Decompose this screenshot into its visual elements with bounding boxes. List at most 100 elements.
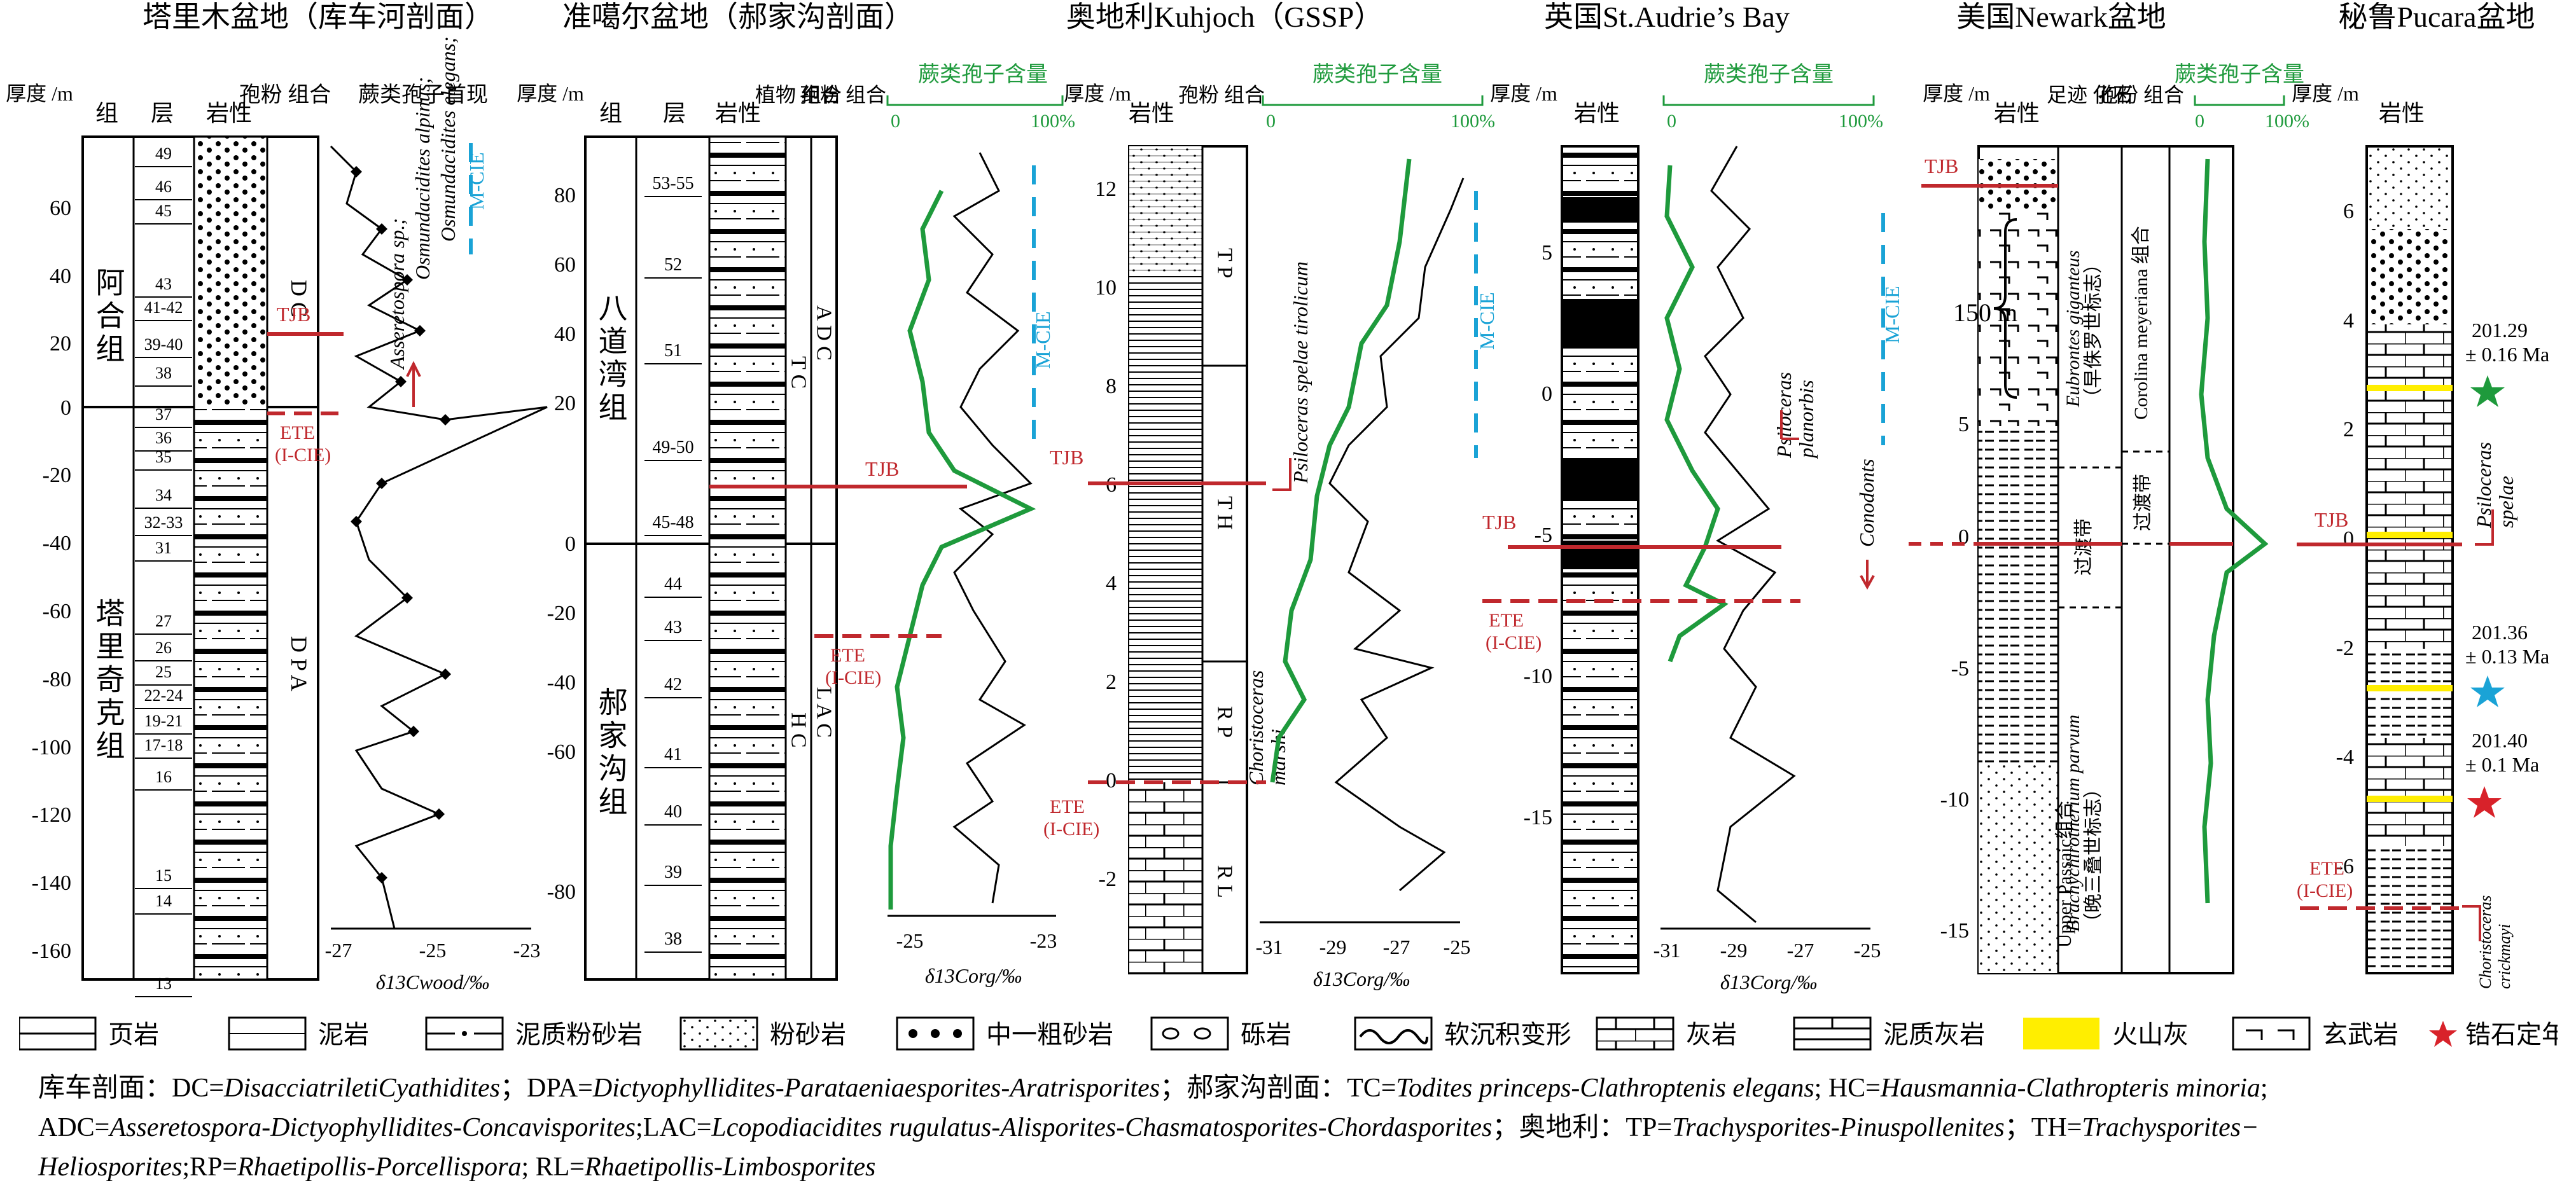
austria-lithology-header: 岩性 — [1129, 100, 1174, 126]
uk-xtick: -29 — [1720, 939, 1748, 962]
junggar-ytick: 40 — [554, 322, 576, 346]
legend-siltstone: 粉砂岩 — [770, 1020, 846, 1049]
peru-ytick: -2 — [2336, 637, 2354, 660]
junggar-plant-hc: H C — [787, 712, 811, 748]
newark-scale-label: 150 m — [1953, 298, 2017, 327]
bed-number: 39-40 — [144, 335, 183, 354]
tarim-ytick: 60 — [50, 197, 71, 220]
junggar-ytick: -40 — [547, 671, 576, 695]
newark-panel: 厚度 /m 岩性 足迹 化石 孢粉 组合 蕨类孢子含量 0 100% 5 0 -… — [1909, 62, 2309, 974]
junggar-ytick: 80 — [554, 184, 576, 207]
tarim-x-axis-label: δ13Cwood/‰ — [376, 971, 489, 993]
tarim-panel: 厚度 /m 组 层 岩性 孢粉 组合 蕨类孢子首现 60 40 20 0 -20… — [6, 36, 548, 997]
austria-icie-label: (I-CIE) — [1043, 819, 1099, 840]
data-point-marker — [376, 223, 387, 235]
peru-ammonite-crickmayi: crickmayi — [2495, 924, 2514, 989]
bed-number: 44 — [664, 574, 682, 594]
section-title-junggar: 准噶尔盆地（郝家沟剖面） — [562, 1, 914, 33]
tarim-ytick: -140 — [32, 871, 71, 895]
junggar-spore-lac: L A C — [812, 687, 836, 738]
bed-number: 15 — [155, 866, 172, 885]
junggar-mcie-label: M-CIE — [1031, 311, 1054, 369]
austria-ammonite-psiloceras: Psiloceras spelae tirolicum — [1289, 261, 1312, 484]
uk-tjb-label: TJB — [1482, 511, 1516, 534]
austria-assemblage-tp: T P — [1213, 248, 1237, 279]
uk-fossil-planorbis: planorbis — [1795, 380, 1818, 459]
junggar-ytick: -60 — [547, 740, 576, 764]
newark-footprint-early-jurassic: （早侏罗世标志） — [2083, 254, 2104, 407]
tarim-formation-taliqike: 塔里奇克组 — [92, 598, 125, 763]
austria-xtick: -31 — [1256, 936, 1283, 958]
footnote-line-3: Heliosporites;RP=Rhaetipollis-Porcellisp… — [38, 1152, 876, 1182]
junggar-lithology-header: 岩性 — [715, 100, 761, 126]
bed-number: 31 — [155, 539, 172, 557]
tarim-ytick: -80 — [43, 668, 71, 691]
legend-soft-sediment-deformation: 软沉积变形 — [1444, 1020, 1571, 1049]
newark-spore-corolina: Corolina meyeriana 组合 — [2131, 226, 2152, 420]
junggar-carbon-isotope-curve — [952, 152, 1033, 904]
section-title-uk: 英国St.Audrie’s Bay — [1544, 1, 1790, 33]
bed-number: 37 — [155, 405, 172, 424]
peru-age-3-value: 201.40 — [2472, 729, 2528, 752]
peru-panel: 厚度 /m 岩性 6 4 2 0 -2 -4 -6 201.29 ± 0.16 … — [2292, 82, 2549, 989]
tarim-ytick: 20 — [50, 332, 71, 356]
uk-x-axis-label: δ13Corg/‰ — [1720, 971, 1817, 993]
junggar-bed-list: 53-55 52 51 49-50 45-48 44 43 42 41 40 39 38 — [644, 174, 702, 953]
junggar-spore-header: 孢粉 组合 — [800, 83, 886, 106]
data-point-marker — [401, 274, 413, 286]
bed-number: 14 — [155, 892, 172, 910]
legend-shale: 页岩 — [108, 1020, 159, 1049]
tarim-xtick: -27 — [325, 939, 352, 962]
uk-fern-content-header: 蕨类孢子含量 — [1704, 62, 1834, 86]
bed-number: 22-24 — [144, 686, 183, 705]
austria-assemblage-rp: R P — [1213, 706, 1237, 738]
tarim-fern-first-header: 蕨类孢子首现 — [358, 83, 488, 107]
newark-ytick: -15 — [1940, 919, 1969, 943]
junggar-xtick: -25 — [896, 929, 924, 952]
junggar-formation-header: 组 — [599, 100, 622, 126]
newark-footprint-brachychirotherium: Brachychirotherium parvum — [2063, 715, 2084, 932]
peru-ytick: 6 — [2343, 200, 2354, 223]
peru-ytick: -4 — [2336, 745, 2354, 769]
legend-sandstone: 中一粗砂岩 — [986, 1020, 1113, 1049]
junggar-ytick: -20 — [547, 602, 576, 625]
tarim-formation-ahe: 阿合组 — [92, 267, 125, 366]
peru-age-1-value: 201.29 — [2472, 319, 2528, 342]
junggar-tjb-label: TJB — [865, 457, 899, 480]
austria-tjb-label: TJB — [1050, 446, 1083, 469]
austria-fern-content-header: 蕨类孢子含量 — [1312, 62, 1442, 86]
junggar-x-axis-label: δ13Corg/‰ — [925, 964, 1022, 987]
tarim-thickness-header: 厚度 /m — [6, 82, 73, 105]
bed-number: 52 — [664, 255, 682, 275]
uk-icie-label: (I-CIE) — [1486, 632, 1542, 653]
legend-basalt: 玄武岩 — [2322, 1020, 2398, 1049]
uk-pct0: 0 — [1667, 111, 1676, 132]
uk-ytick: -15 — [1524, 806, 1552, 829]
uk-fossil-conodonts: Conodonts — [1855, 459, 1878, 547]
data-point-marker — [351, 166, 362, 177]
austria-carbon-isotope-curve — [1328, 177, 1465, 892]
newark-fern-content-header: 蕨类孢子含量 — [2175, 62, 2304, 86]
tarim-ytick: 0 — [60, 396, 71, 420]
tarim-formation-header: 组 — [95, 100, 118, 126]
junggar-ete-label: ETE — [830, 645, 865, 666]
uk-panel: 厚度 /m 岩性 蕨类孢子含量 0 100% 5 0 -5 -10 -15 Ps… — [1482, 62, 1904, 993]
junggar-pct0: 0 — [891, 111, 900, 132]
peru-ytick: -6 — [2336, 855, 2354, 878]
peru-ytick: 2 — [2343, 418, 2354, 441]
newark-ytick: -10 — [1940, 788, 1969, 812]
bed-number: 49 — [155, 144, 172, 163]
junggar-icie-label: (I-CIE) — [825, 667, 881, 688]
peru-ammonite-spelae: spelae — [2495, 476, 2517, 528]
bed-number: 13 — [155, 974, 172, 993]
tarim-ete-label: ETE — [280, 422, 315, 443]
tarim-ytick: -60 — [43, 600, 71, 623]
bed-number: 19-21 — [144, 712, 183, 730]
newark-spore-transition: 过渡带 — [2133, 474, 2154, 531]
bed-number: 32-33 — [144, 513, 183, 532]
bed-number: 40 — [664, 802, 682, 822]
tarim-species-osmundacidites-elegans: Osmundacidites elegans; — [436, 36, 459, 242]
junggar-pct100: 100% — [1031, 111, 1075, 132]
austria-ytick: 0 — [1106, 769, 1117, 792]
